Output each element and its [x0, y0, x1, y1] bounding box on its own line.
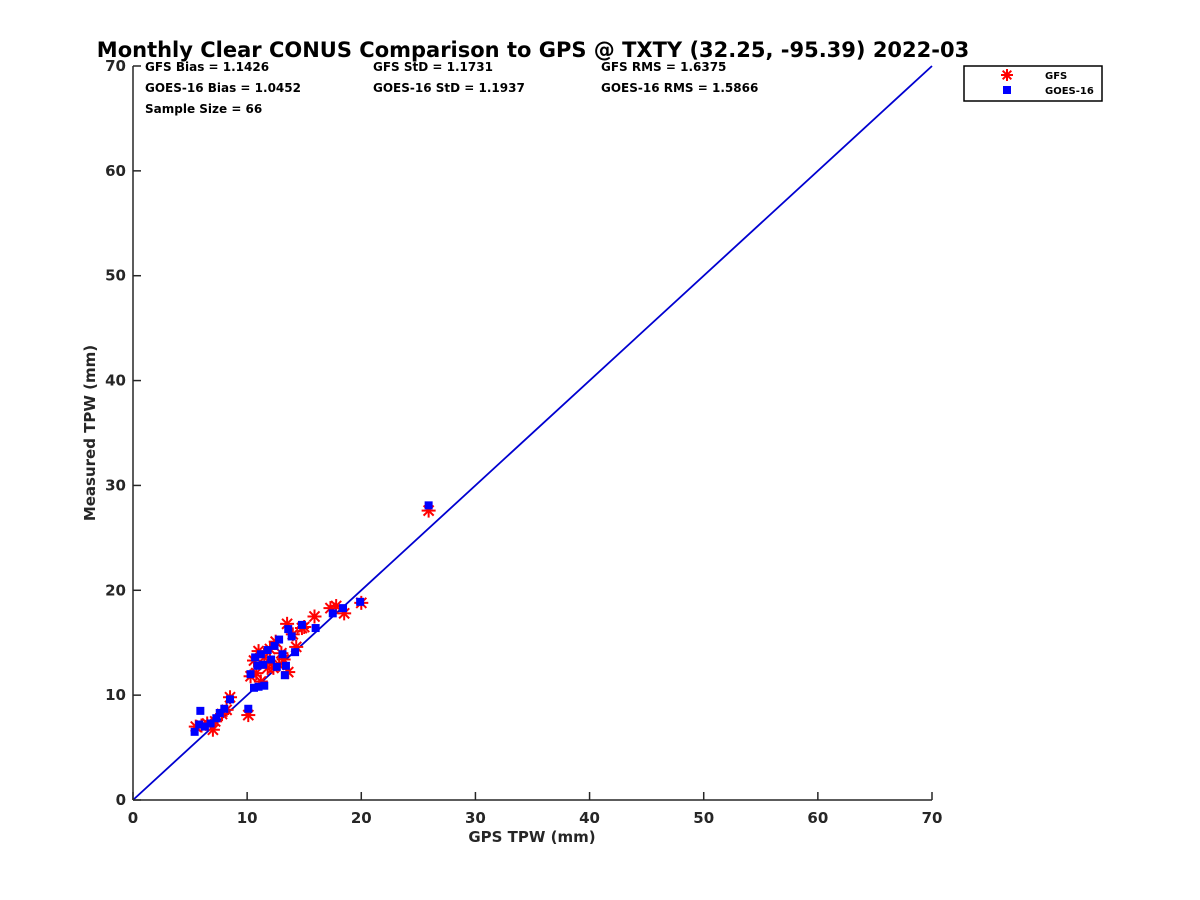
- x-tick-label: 10: [237, 809, 258, 827]
- goes16-point: [190, 727, 199, 736]
- x-axis-label: GPS TPW (mm): [468, 828, 595, 846]
- stat-gfs-bias: GFS Bias = 1.1426: [145, 60, 269, 74]
- y-tick-label: 30: [105, 476, 126, 494]
- goes16-point: [259, 660, 268, 669]
- legend-gfs-label: GFS: [1045, 71, 1067, 82]
- stat-goes16-bias: GOES-16 Bias = 1.0452: [145, 81, 301, 95]
- goes16-point: [260, 681, 269, 690]
- goes16-point: [328, 609, 337, 618]
- y-tick-label: 10: [105, 686, 126, 704]
- stat-sample-size: Sample Size = 66: [145, 102, 262, 116]
- goes16-point: [311, 624, 320, 633]
- goes16-point: [256, 650, 265, 659]
- gfs-points: [188, 503, 436, 737]
- goes16-point: [253, 661, 262, 670]
- legend: GFS GOES-16: [963, 65, 1103, 102]
- goes16-point: [195, 720, 204, 729]
- gfs-point: [337, 606, 352, 621]
- x-tick-label: 30: [465, 809, 486, 827]
- goes16-point: [297, 620, 306, 629]
- legend-goes16-marker: [1003, 86, 1011, 94]
- goes16-point: [278, 650, 287, 659]
- goes16-point: [263, 646, 272, 655]
- goes16-point: [206, 719, 215, 728]
- x-tick-label: 40: [579, 809, 600, 827]
- plot-area: 0 10 20 30 40 50 60 70 0 10 20 30 40 50 60 70: [105, 57, 942, 827]
- chart-title: Monthly Clear CONUS Comparison to GPS @ …: [97, 38, 969, 62]
- y-axis-label: Measured TPW (mm): [81, 345, 99, 521]
- x-tick-label: 0: [128, 809, 138, 827]
- goes16-point: [284, 625, 293, 634]
- y-tick-label: 40: [105, 372, 126, 390]
- goes16-points: [190, 501, 433, 736]
- stat-gfs-std: GFS StD = 1.1731: [373, 60, 493, 74]
- goes16-point: [249, 683, 258, 692]
- goes16-point: [215, 708, 224, 717]
- stat-gfs-rms: GFS RMS = 1.6375: [601, 60, 726, 74]
- goes16-point: [200, 722, 209, 731]
- goes16-point: [272, 662, 281, 671]
- goes16-point: [254, 682, 263, 691]
- goes16-point: [356, 597, 365, 606]
- goes16-point: [246, 670, 255, 679]
- axes: 0 10 20 30 40 50 60 70 0 10 20 30 40 50 60 70: [105, 57, 942, 827]
- goes16-point: [339, 604, 348, 613]
- goes16-point: [281, 661, 290, 670]
- legend-goes16-label: GOES-16: [1045, 86, 1094, 97]
- gfs-point: [307, 609, 322, 624]
- goes16-point: [424, 501, 433, 510]
- goes16-point: [226, 695, 235, 704]
- legend-gfs-marker: [1001, 69, 1013, 81]
- x-tick-label: 70: [922, 809, 943, 827]
- goes16-point: [267, 655, 276, 664]
- stat-goes16-std: GOES-16 StD = 1.1937: [373, 81, 525, 95]
- goes16-point: [270, 641, 279, 650]
- stats-block: GFS Bias = 1.1426 GFS StD = 1.1731 GFS R…: [145, 60, 758, 116]
- goes16-point: [291, 648, 300, 657]
- y-tick-label: 20: [105, 581, 126, 599]
- goes16-point: [275, 635, 284, 644]
- x-tick-label: 50: [693, 809, 714, 827]
- stat-goes16-rms: GOES-16 RMS = 1.5866: [601, 81, 758, 95]
- y-tick-label: 70: [105, 57, 126, 75]
- goes16-point: [244, 704, 253, 713]
- goes16-point: [251, 653, 260, 662]
- goes16-point: [280, 671, 289, 680]
- x-tick-label: 20: [351, 809, 372, 827]
- goes16-point: [212, 714, 221, 723]
- reference-line-layer: [132, 65, 933, 801]
- legend-box: [963, 65, 1103, 102]
- reference-line: [132, 65, 933, 801]
- legend-gfs-asterisk: [1001, 69, 1013, 81]
- y-tick-label: 60: [105, 162, 126, 180]
- goes16-point: [196, 706, 205, 715]
- goes16-point: [220, 704, 229, 713]
- goes16-point: [287, 632, 296, 641]
- y-tick-label: 50: [105, 267, 126, 285]
- x-tick-label: 60: [807, 809, 828, 827]
- y-tick-label: 0: [116, 791, 126, 809]
